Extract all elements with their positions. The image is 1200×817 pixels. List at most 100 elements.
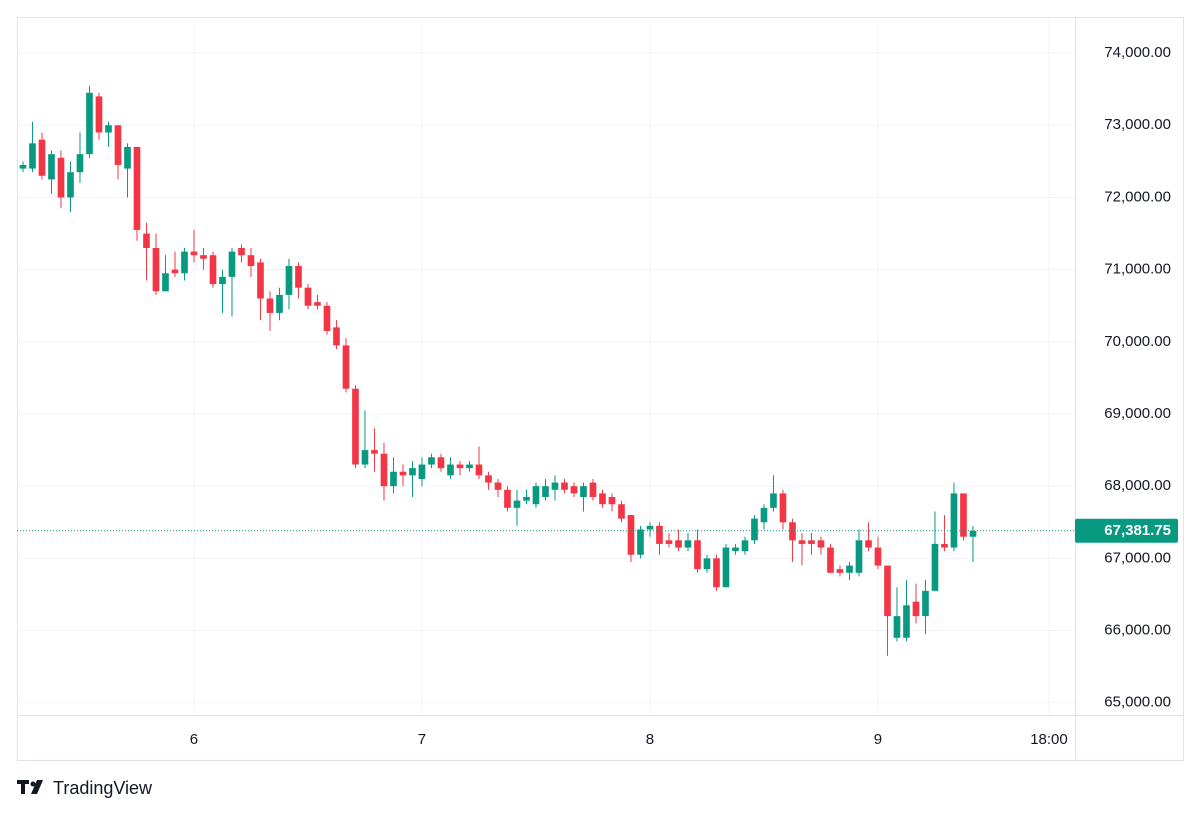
watermark: TradingView bbox=[53, 778, 153, 798]
candle-body bbox=[599, 493, 606, 505]
candle-body bbox=[295, 266, 302, 288]
candle-body bbox=[969, 530, 977, 537]
candle-body bbox=[86, 92, 93, 155]
candle-body bbox=[133, 146, 141, 230]
grid bbox=[17, 17, 1075, 715]
candle-body bbox=[266, 298, 274, 313]
candle-body bbox=[608, 497, 616, 505]
x-tick-label: 6 bbox=[190, 731, 198, 748]
candle-body bbox=[361, 450, 369, 465]
candle-body bbox=[532, 486, 540, 505]
candle-body bbox=[665, 540, 673, 544]
candle-body bbox=[627, 515, 635, 555]
x-tick-label: 8 bbox=[646, 731, 654, 748]
candle-body bbox=[219, 276, 226, 285]
candle-body bbox=[808, 540, 815, 544]
candle-body bbox=[162, 273, 169, 292]
candle-body bbox=[513, 500, 521, 508]
candle-body bbox=[447, 464, 454, 476]
candle-body bbox=[817, 540, 825, 548]
candle-body bbox=[656, 525, 663, 544]
candle-body bbox=[675, 540, 682, 548]
candle-body bbox=[855, 540, 863, 573]
last-price-box bbox=[1075, 518, 1178, 543]
candle-body bbox=[646, 525, 654, 530]
candle-body bbox=[380, 453, 388, 487]
candle-body bbox=[551, 482, 559, 490]
candle-body bbox=[504, 489, 511, 508]
x-tick-label: 9 bbox=[874, 731, 882, 748]
candle-body bbox=[105, 125, 112, 133]
candle-body bbox=[171, 269, 179, 274]
candle-body bbox=[561, 482, 568, 490]
candle-body bbox=[589, 482, 597, 498]
candle-body bbox=[637, 529, 644, 555]
candle-body bbox=[779, 493, 787, 523]
candle-body bbox=[884, 565, 891, 617]
candle-body bbox=[760, 507, 768, 523]
candle-body bbox=[57, 157, 65, 198]
x-tick-label: 7 bbox=[418, 731, 426, 748]
candle-body bbox=[722, 547, 730, 588]
candle-body bbox=[836, 569, 844, 573]
candle-body bbox=[190, 251, 198, 256]
candle-body bbox=[209, 255, 217, 285]
candle-body bbox=[285, 266, 293, 295]
candle-body bbox=[684, 540, 692, 548]
candle-body bbox=[409, 468, 416, 476]
candle-body bbox=[580, 486, 587, 498]
candle-body bbox=[95, 96, 103, 133]
x-tick-label: 18:00 bbox=[1030, 731, 1068, 748]
y-tick-label: 65,000.00 bbox=[1104, 694, 1171, 711]
candle-body bbox=[865, 540, 872, 548]
candle-body bbox=[238, 247, 245, 256]
candle-body bbox=[418, 464, 426, 479]
candle-body bbox=[352, 388, 359, 465]
candle-body bbox=[124, 146, 131, 169]
candle-body bbox=[475, 464, 483, 476]
candle-body bbox=[304, 287, 312, 306]
candle-body bbox=[143, 233, 150, 248]
candle-body bbox=[941, 543, 948, 548]
candle-body bbox=[257, 262, 264, 299]
candle-body bbox=[437, 457, 445, 469]
candle-body bbox=[827, 547, 834, 573]
candle-body bbox=[247, 255, 255, 267]
candle-body bbox=[570, 486, 578, 494]
candle-body bbox=[494, 482, 502, 490]
candle-body bbox=[751, 518, 758, 541]
candle-body bbox=[466, 464, 473, 469]
candle-body bbox=[703, 558, 711, 570]
marks bbox=[19, 85, 977, 656]
candle-body bbox=[29, 143, 36, 169]
candle-body bbox=[371, 450, 378, 454]
candle-body bbox=[114, 125, 122, 165]
candle-body bbox=[428, 457, 435, 465]
y-tick-label: 69,000.00 bbox=[1104, 405, 1171, 422]
chart-frame bbox=[17, 17, 1184, 761]
candle-body bbox=[152, 247, 160, 292]
candle-body bbox=[399, 471, 407, 476]
candle-body bbox=[789, 522, 796, 541]
candle-body bbox=[542, 486, 549, 498]
candle-body bbox=[333, 327, 340, 346]
candle-body bbox=[67, 172, 74, 198]
y-tick-label: 70,000.00 bbox=[1104, 333, 1171, 350]
candle-body bbox=[922, 590, 929, 617]
candle-body bbox=[76, 154, 84, 173]
candle-body bbox=[314, 302, 321, 306]
candle-body bbox=[38, 139, 46, 176]
candle-body bbox=[903, 605, 910, 638]
candle-body bbox=[19, 164, 27, 169]
candle-body bbox=[342, 345, 350, 389]
candle-body bbox=[846, 565, 853, 573]
candle-body bbox=[276, 294, 283, 313]
candle-body bbox=[960, 493, 967, 537]
y-tick-label: 67,000.00 bbox=[1104, 549, 1171, 566]
candle-body bbox=[931, 543, 939, 591]
candle-body bbox=[390, 471, 397, 487]
y-tick-label: 71,000.00 bbox=[1104, 261, 1171, 278]
candle-body bbox=[485, 475, 492, 483]
